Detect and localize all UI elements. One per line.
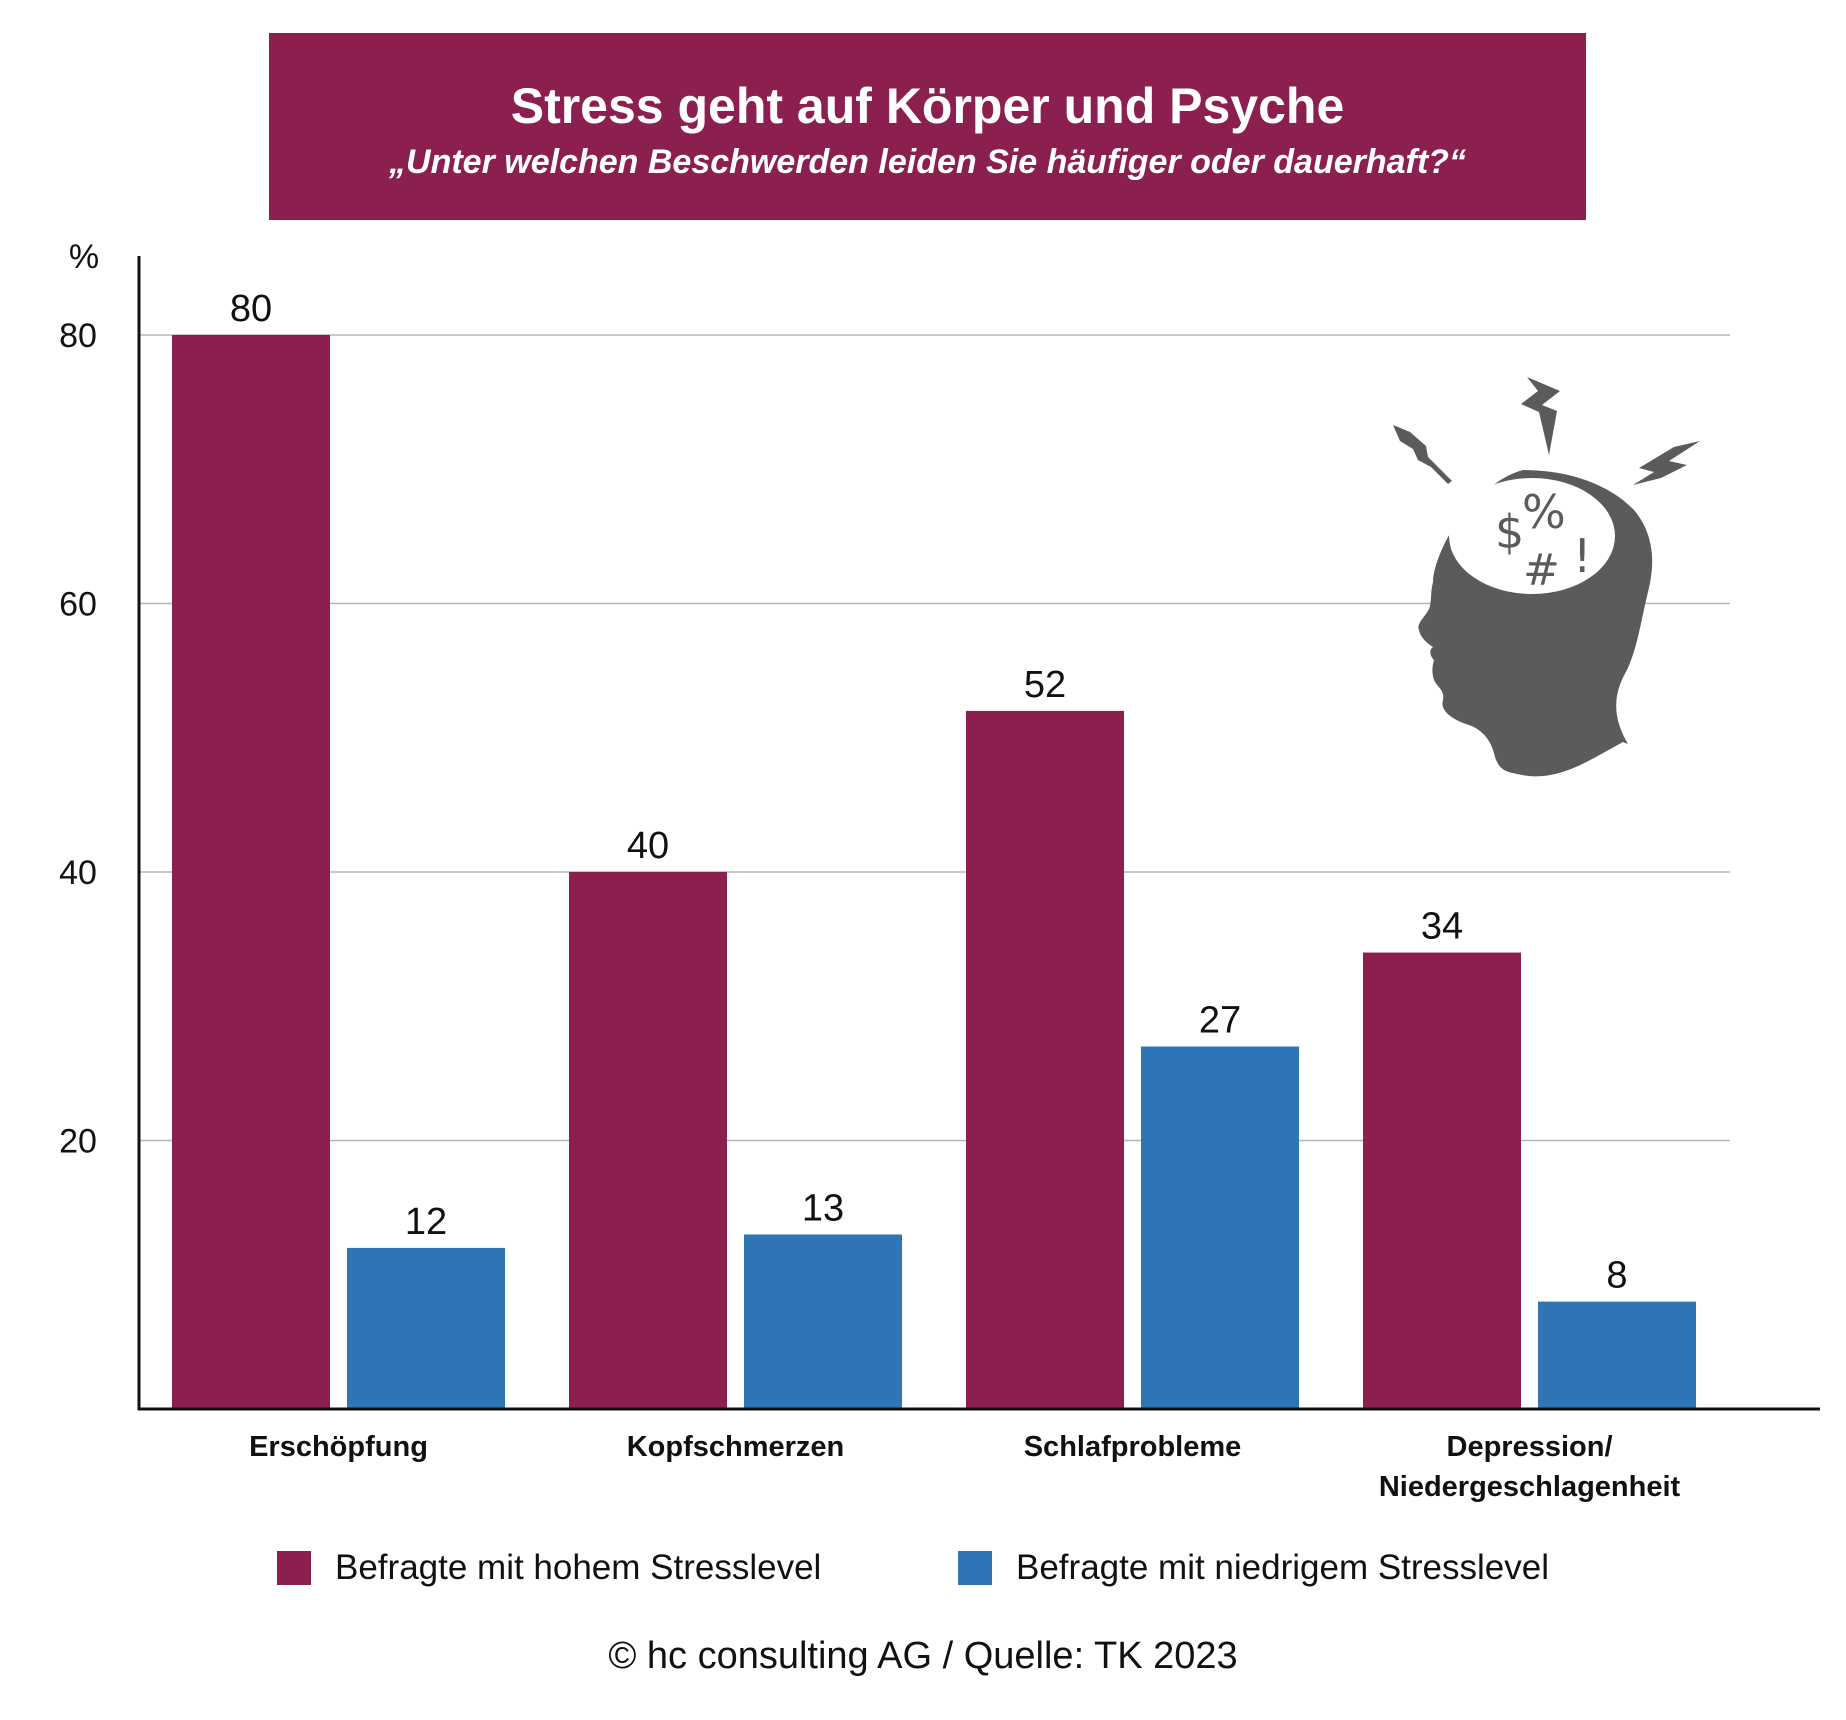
exclamation-symbol: ! [1573,529,1591,583]
bar-high-stress [569,872,727,1409]
bar-high-stress [966,710,1124,1409]
x-tick-label: Depression/ [1447,1431,1613,1463]
data-label: 40 [627,825,669,867]
thought-bubble [1449,478,1615,594]
hash-symbol: # [1523,545,1560,596]
bar-high-stress [172,335,330,1409]
data-label: 80 [230,288,272,330]
lightning-bolt-icon [1521,377,1560,455]
x-tick-label: Kopfschmerzen [627,1431,845,1463]
title-banner: Stress geht auf Körper und Psyche „Unter… [269,33,1586,220]
head-symbols: $ % # ! [1495,485,1591,596]
data-label: 52 [1024,664,1066,706]
stressed-head-icon [1393,377,1700,777]
data-label: 27 [1199,1000,1241,1042]
x-tick-label: Schlafprobleme [1024,1431,1242,1463]
bar-chart: 20 40 60 80% 80 12 Erschöpfung 40 13 Kopfschmerze… [59,238,1820,1503]
dollar-symbol: $ [1495,505,1524,559]
data-label: 34 [1421,906,1463,948]
data-label: 12 [405,1201,447,1243]
legend: Befragte mit hohem Stresslevel Befragte … [0,1548,1846,1592]
chart-title: Stress geht auf Körper und Psyche [510,78,1345,134]
bar-low-stress [744,1234,902,1409]
percent-symbol: % [1522,485,1566,539]
legend-label-low-stress: Befragte mit niedrigem Stresslevel [1016,1548,1549,1587]
bar-high-stress [1363,952,1521,1409]
bar-low-stress [347,1247,505,1409]
legend-item-high-stress: Befragte mit hohem Stresslevel [277,1548,821,1588]
y-tick-label: 80 [59,317,97,355]
bars [172,335,1696,1409]
legend-item-low-stress: Befragte mit niedrigem Stresslevel [958,1548,1549,1588]
y-axis-label: % [69,238,99,276]
x-tick-label: Erschöpfung [249,1431,428,1463]
y-tick-label: 40 [59,854,97,892]
data-label: 13 [802,1187,844,1229]
labels: 20 40 60 80% 80 12 Erschöpfung 40 13 Kopfschmerze… [59,238,1820,1503]
x-tick-label: Niedergeschlagenheit [1379,1471,1681,1503]
data-label: 8 [1606,1255,1627,1297]
y-tick-label: 60 [59,586,97,624]
bar-low-stress [1141,1046,1299,1409]
legend-label-high-stress: Befragte mit hohem Stresslevel [335,1548,822,1587]
source-footer: © hc consulting AG / Quelle: TK 2023 [608,1635,1238,1677]
legend-swatch-low-stress [958,1551,992,1585]
y-tick-label: 20 [59,1123,97,1161]
legend-swatch-high-stress [277,1551,311,1585]
chart-subtitle: „Unter welchen Beschwerden leiden Sie hä… [389,143,1466,181]
bar-low-stress [1538,1301,1696,1409]
lightning-bolt-icon [1393,425,1452,484]
lightning-bolt-icon [1633,441,1700,485]
